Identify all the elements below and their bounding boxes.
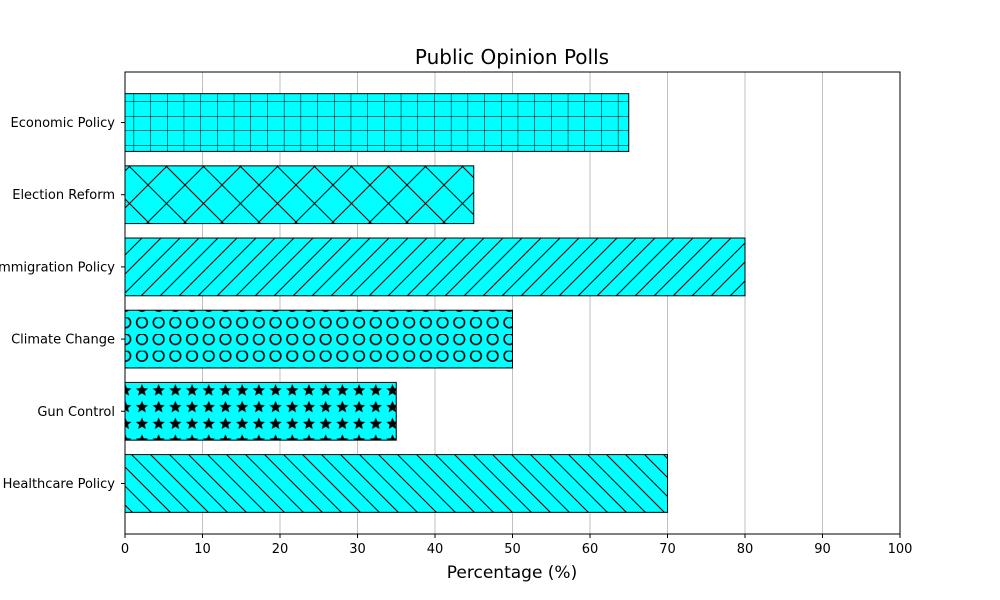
x-tick-label: 80 xyxy=(737,542,754,557)
bar xyxy=(124,381,397,441)
bar-hatch xyxy=(124,237,746,297)
y-tick-label: Healthcare Policy xyxy=(3,477,116,492)
x-tick-label: 30 xyxy=(349,542,366,557)
y-tick-label: Election Reform xyxy=(12,188,115,203)
y-tick-label: Climate Change xyxy=(11,333,115,348)
bar xyxy=(124,165,475,225)
x-tick-label: 70 xyxy=(659,542,676,557)
x-tick-label: 20 xyxy=(272,542,289,557)
bar-hatch xyxy=(124,165,475,225)
x-tick-label: 40 xyxy=(427,542,444,557)
bar-hatch xyxy=(124,93,630,152)
bar-hatch xyxy=(124,309,513,369)
y-tick-label: Gun Control xyxy=(37,405,115,420)
bar-hatch xyxy=(124,454,668,513)
y-tick-label: Immigration Policy xyxy=(0,260,115,275)
bar xyxy=(124,93,630,152)
x-tick-label: 60 xyxy=(582,542,599,557)
x-axis-ticks: 0 10 20 30 40 50 60 70 80 90 100 xyxy=(121,534,913,557)
x-tick-label: 0 xyxy=(121,542,129,557)
bar-hatch xyxy=(124,381,397,441)
bar xyxy=(124,454,668,513)
y-axis-ticks: Healthcare Policy Gun Control Climate Chan… xyxy=(0,116,125,492)
x-tick-label: 100 xyxy=(888,542,913,557)
bars xyxy=(124,93,746,513)
bar xyxy=(124,309,513,369)
x-tick-label: 50 xyxy=(504,542,521,557)
x-tick-label: 90 xyxy=(814,542,831,557)
bar xyxy=(124,237,746,297)
chart-title: Public Opinion Polls xyxy=(415,45,609,69)
x-tick-label: 10 xyxy=(194,542,211,557)
y-tick-label: Economic Policy xyxy=(11,116,116,131)
x-axis-label: Percentage (%) xyxy=(447,563,577,583)
